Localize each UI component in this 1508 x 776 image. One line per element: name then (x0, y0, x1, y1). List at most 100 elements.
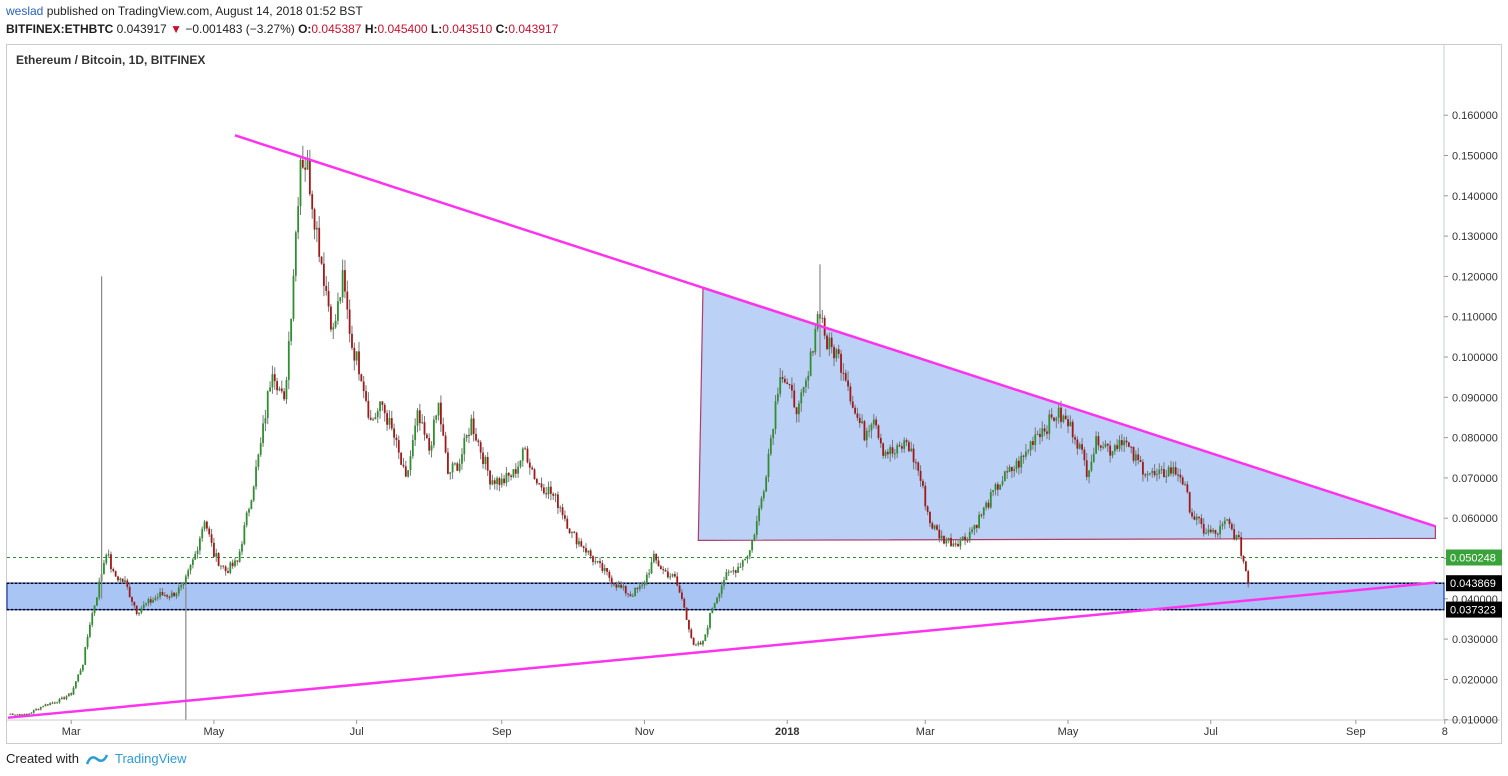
candle-up (968, 531, 971, 541)
candle-up (449, 472, 452, 474)
candle-down (601, 563, 604, 571)
candle-up (250, 500, 253, 510)
close-label: C: (495, 22, 509, 36)
chart-frame[interactable] (6, 44, 1502, 744)
candle-down (882, 443, 885, 456)
footer: Created with TradingView (6, 751, 187, 766)
candle-down (879, 437, 882, 444)
candle-down (482, 452, 484, 464)
candle-up (203, 521, 206, 529)
candle-up (292, 275, 295, 319)
candle-up (671, 574, 674, 577)
candle-up (51, 702, 54, 704)
candle-up (702, 641, 704, 645)
candle-down (1076, 439, 1079, 449)
candle-down (924, 485, 927, 507)
candle-down (690, 629, 693, 638)
candle-down (863, 421, 866, 441)
candle-up (578, 541, 580, 545)
candle-up (238, 551, 241, 562)
candle-down (1064, 415, 1067, 420)
candle-up (1057, 407, 1060, 418)
candle-down (996, 484, 999, 490)
candle-down (1046, 431, 1048, 434)
x-tick-label: Sep (492, 726, 512, 738)
candle-up (765, 477, 768, 492)
candle-down (1127, 442, 1130, 447)
candle-up (1221, 524, 1224, 526)
candle-up (1055, 417, 1058, 421)
candle-down (837, 349, 840, 354)
candle-down (1191, 512, 1193, 517)
low-label: L: (430, 22, 443, 36)
candle-down (327, 291, 330, 307)
candle-down (1186, 484, 1189, 493)
author-link[interactable]: weslad (6, 4, 44, 18)
candle-up (484, 456, 487, 464)
candle-up (1090, 461, 1093, 471)
candle-up (807, 375, 810, 381)
candle-down (348, 309, 351, 334)
candle-down (301, 159, 304, 168)
candle-down (840, 353, 842, 373)
candle-up (1123, 440, 1126, 446)
candle-down (236, 560, 239, 562)
candle-down (545, 493, 548, 495)
candle-down (898, 445, 901, 447)
candle-down (381, 401, 384, 405)
candle-down (549, 486, 552, 494)
candle-down (655, 553, 658, 561)
candle-up (1146, 473, 1149, 476)
candle-down (1053, 417, 1055, 421)
candle-down (1153, 470, 1156, 476)
candle-up (229, 562, 232, 573)
candle-up (1223, 520, 1226, 525)
candle-up (753, 534, 756, 541)
candle-up (411, 440, 414, 457)
x-tick-label: May (1058, 726, 1079, 738)
candle-down (173, 592, 176, 597)
candle-down (692, 637, 695, 645)
candle-up (805, 380, 807, 387)
candle-down (615, 584, 618, 588)
open-label: O: (298, 22, 312, 36)
candle-down (847, 380, 849, 387)
candle-down (954, 543, 957, 545)
candle-down (423, 422, 426, 435)
candle-down (472, 418, 475, 435)
candle-down (308, 158, 311, 195)
candle-up (940, 535, 943, 539)
candle-down (1050, 414, 1053, 418)
candle-down (358, 351, 360, 375)
y-tick-label: 0.100000 (1452, 352, 1498, 364)
candle-up (709, 613, 711, 628)
candle-up (184, 576, 187, 583)
candle-down (624, 585, 627, 594)
close-value: 0.043917 (508, 22, 559, 36)
candle-down (11, 713, 14, 715)
candle-down (830, 337, 833, 347)
candle-up (650, 562, 653, 574)
candle-down (206, 521, 208, 529)
candle-up (1165, 476, 1168, 478)
candle-down (608, 571, 611, 578)
candle-up (903, 440, 906, 449)
candle-up (1111, 451, 1114, 456)
candle-down (908, 442, 910, 452)
candle-up (60, 697, 63, 700)
high-value: 0.045400 (377, 22, 428, 36)
candle-down (1216, 533, 1219, 535)
down-arrow-icon: ▼ (170, 22, 182, 36)
candle-down (1198, 516, 1200, 519)
tradingview-brand[interactable]: TradingView (114, 751, 187, 766)
candle-down (528, 462, 531, 468)
candle-down (844, 373, 847, 381)
candle-up (191, 559, 194, 565)
candle-down (678, 585, 681, 593)
candle-down (383, 404, 386, 414)
candle-down (627, 593, 629, 595)
candle-up (266, 391, 269, 419)
candle-up (1048, 414, 1051, 434)
candle-down (1083, 449, 1086, 461)
